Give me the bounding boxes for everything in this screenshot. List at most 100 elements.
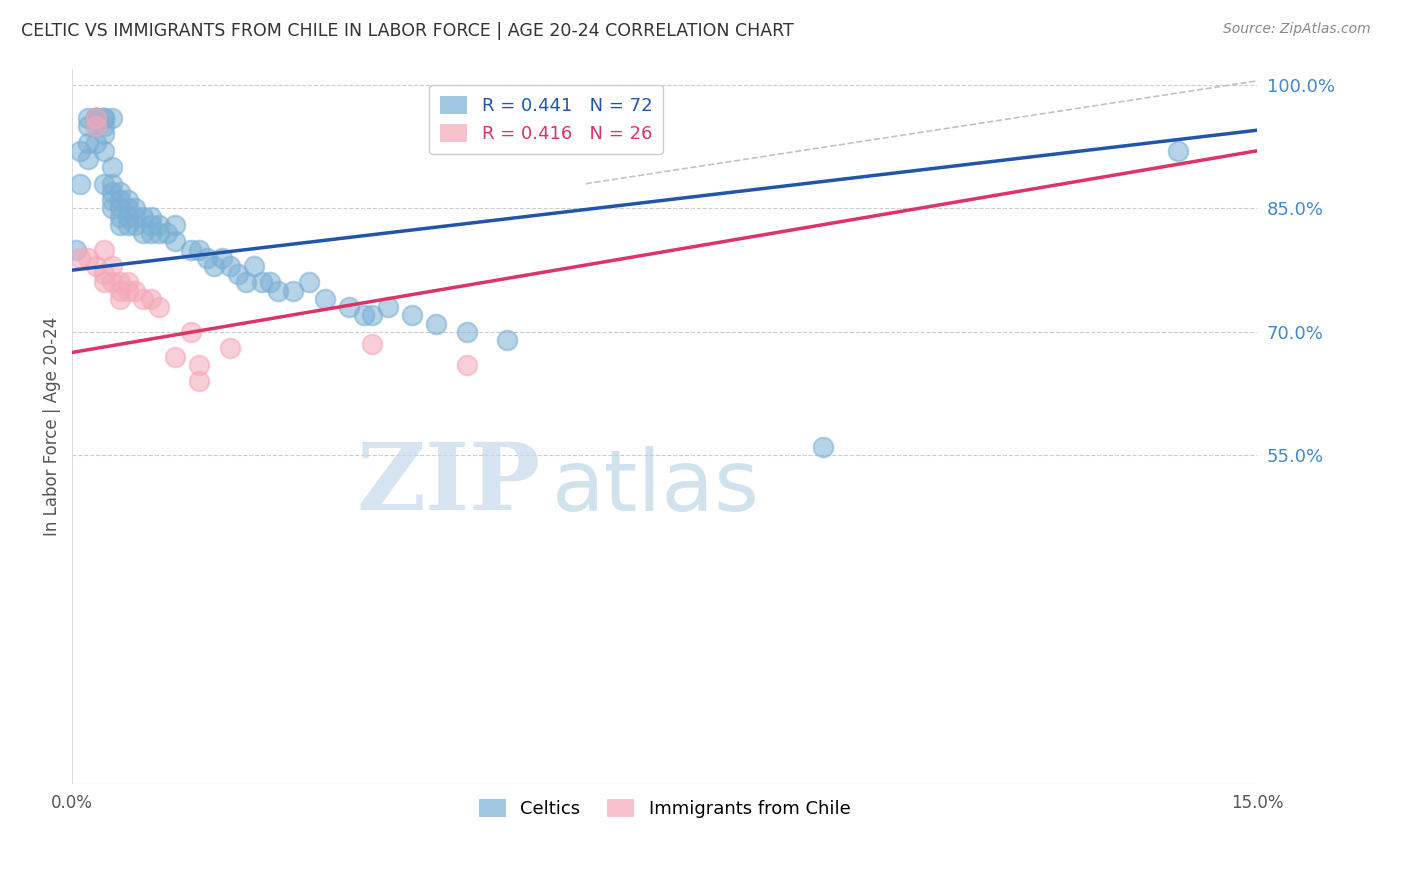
Point <box>124 284 146 298</box>
Point <box>93 144 115 158</box>
Point <box>219 259 242 273</box>
Point <box>100 177 122 191</box>
Point <box>425 317 447 331</box>
Point <box>132 226 155 240</box>
Point <box>163 235 186 249</box>
Point <box>93 111 115 125</box>
Point <box>108 292 131 306</box>
Point <box>298 276 321 290</box>
Point <box>353 309 375 323</box>
Point <box>195 251 218 265</box>
Point <box>148 300 170 314</box>
Point <box>141 218 163 232</box>
Point <box>69 177 91 191</box>
Point <box>1167 144 1189 158</box>
Point <box>77 251 100 265</box>
Point <box>84 111 107 125</box>
Point <box>84 111 107 125</box>
Point <box>495 333 517 347</box>
Point <box>187 374 209 388</box>
Point <box>93 177 115 191</box>
Point <box>132 210 155 224</box>
Point <box>456 325 478 339</box>
Point <box>187 358 209 372</box>
Point <box>84 119 107 133</box>
Point <box>226 267 249 281</box>
Point <box>401 309 423 323</box>
Text: CELTIC VS IMMIGRANTS FROM CHILE IN LABOR FORCE | AGE 20-24 CORRELATION CHART: CELTIC VS IMMIGRANTS FROM CHILE IN LABOR… <box>21 22 794 40</box>
Point <box>93 276 115 290</box>
Point <box>811 440 834 454</box>
Point <box>117 193 139 207</box>
Point <box>361 309 384 323</box>
Point <box>77 111 100 125</box>
Point <box>180 325 202 339</box>
Point <box>148 226 170 240</box>
Point <box>117 284 139 298</box>
Point <box>337 300 360 314</box>
Text: ZIP: ZIP <box>356 439 540 529</box>
Point <box>235 276 257 290</box>
Point <box>100 111 122 125</box>
Point <box>180 243 202 257</box>
Point <box>266 284 288 298</box>
Point <box>250 276 273 290</box>
Point <box>84 111 107 125</box>
Point <box>93 128 115 142</box>
Point <box>84 111 107 125</box>
Point <box>377 300 399 314</box>
Point <box>108 218 131 232</box>
Point <box>108 276 131 290</box>
Point <box>117 210 139 224</box>
Point <box>84 259 107 273</box>
Y-axis label: In Labor Force | Age 20-24: In Labor Force | Age 20-24 <box>44 317 60 536</box>
Point <box>100 161 122 175</box>
Point <box>108 210 131 224</box>
Point <box>117 276 139 290</box>
Point <box>93 111 115 125</box>
Point <box>93 243 115 257</box>
Point <box>219 341 242 355</box>
Point <box>456 358 478 372</box>
Point <box>93 119 115 133</box>
Point <box>202 259 225 273</box>
Point <box>156 226 179 240</box>
Point <box>93 267 115 281</box>
Point <box>108 193 131 207</box>
Point <box>141 226 163 240</box>
Point <box>84 119 107 133</box>
Point <box>124 218 146 232</box>
Point <box>77 152 100 166</box>
Point <box>77 119 100 133</box>
Point <box>148 218 170 232</box>
Point <box>361 337 384 351</box>
Point <box>100 185 122 199</box>
Point <box>124 210 146 224</box>
Point <box>100 202 122 216</box>
Point <box>117 202 139 216</box>
Point <box>132 292 155 306</box>
Point <box>84 111 107 125</box>
Point <box>65 243 87 257</box>
Point <box>100 193 122 207</box>
Point <box>77 136 100 150</box>
Point <box>108 284 131 298</box>
Point <box>117 218 139 232</box>
Point <box>108 185 131 199</box>
Point <box>259 276 281 290</box>
Legend: Celtics, Immigrants from Chile: Celtics, Immigrants from Chile <box>471 792 858 825</box>
Point <box>100 259 122 273</box>
Point <box>69 144 91 158</box>
Text: atlas: atlas <box>553 446 761 529</box>
Point <box>243 259 266 273</box>
Point <box>141 292 163 306</box>
Point <box>163 218 186 232</box>
Point <box>124 202 146 216</box>
Point <box>108 202 131 216</box>
Point <box>69 251 91 265</box>
Point <box>100 276 122 290</box>
Point <box>283 284 305 298</box>
Point <box>163 350 186 364</box>
Point <box>141 210 163 224</box>
Point <box>84 136 107 150</box>
